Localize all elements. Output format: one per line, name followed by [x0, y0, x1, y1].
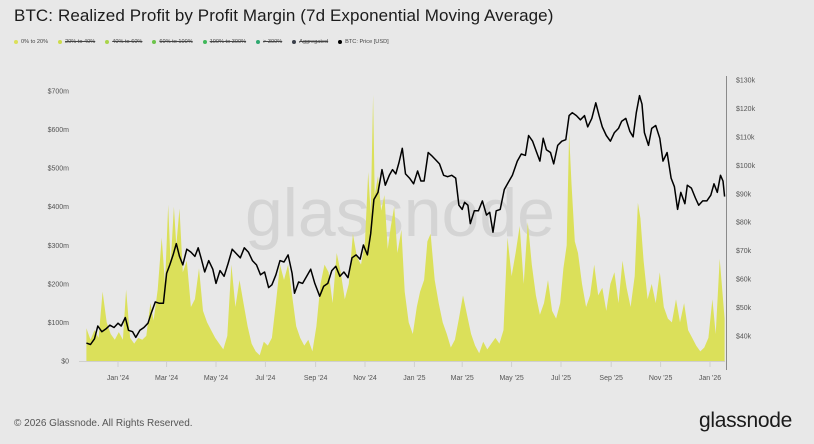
legend-label: 60% to 100% [159, 39, 193, 45]
legend-dot-icon [14, 40, 18, 44]
y-right-tick-label: $80k [736, 220, 752, 227]
legend-item[interactable]: Aggregated [292, 39, 328, 45]
legend-label: 20% to 40% [65, 39, 96, 45]
btc-price-line [86, 94, 726, 346]
chart: glassnode Jan '24 Mar '24 May '24 Jul '24 Se… [48, 76, 756, 382]
chart-title: BTC: Realized Profit by Profit Margin (7… [14, 6, 554, 25]
legend-label: 100% to 300% [209, 39, 247, 45]
y-right-tick-label: $70k [736, 248, 752, 255]
x-tick-label: May '25 [499, 375, 523, 382]
x-tick-label: Jul '25 [551, 375, 571, 382]
legend-label: 0% to 20% [21, 39, 49, 45]
legend-label: Aggregated [299, 39, 329, 45]
x-tick-label: Sep '24 [304, 375, 328, 382]
x-tick-label: Sep '25 [599, 375, 623, 382]
x-tick-label: Mar '24 [155, 375, 178, 382]
legend-label: 40% to 60% [112, 39, 143, 45]
y-left-tick-label: $200m [48, 281, 70, 288]
y-left-tick-label: $500m [48, 166, 70, 173]
x-tick-label: Jan '24 [107, 375, 129, 382]
legend-dot-icon [338, 40, 343, 44]
y-left-tick-label: $600m [48, 127, 70, 134]
legend-dot-icon [58, 40, 63, 44]
y-left-tick-label: $300m [48, 243, 70, 250]
y-left-tick-label: $400m [48, 204, 70, 211]
x-tick-label: Nov '24 [353, 375, 377, 382]
legend-dot-icon [105, 40, 110, 44]
legend-item[interactable]: 0% to 20% [14, 39, 48, 45]
legend-item[interactable]: 60% to 100% [152, 39, 193, 45]
footer-logo[interactable]: glassnode [698, 409, 792, 432]
legend-label: BTC: Price [USD] [345, 39, 389, 45]
legend-dot-icon [202, 40, 207, 44]
y-left-tick-label: $100m [48, 320, 70, 327]
y-right-tick-label: $40k [736, 334, 752, 341]
legend-item[interactable]: 20% to 40% [58, 39, 95, 45]
footer-copyright: © 2026 Glassnode. All Rights Reserved. [14, 418, 193, 429]
legend-item[interactable]: BTC: Price [USD] [338, 39, 389, 45]
axes: Jan '24 Mar '24 May '24 Jul '24 Sep '24 Nov '… [48, 76, 756, 382]
legend-item[interactable]: > 300% [256, 39, 282, 45]
area-series [86, 94, 725, 362]
legend-dot-icon [152, 40, 157, 44]
y-right-tick-label: $100k [736, 163, 756, 170]
x-tick-label: Jan '26 [699, 375, 721, 382]
legend-dot-icon [292, 40, 297, 44]
y-right-tick-label: $50k [736, 305, 752, 312]
x-tick-label: Mar '25 [451, 375, 474, 382]
y-right-tick-label: $110k [736, 134, 755, 141]
legend: 0% to 20% 20% to 40% 40% to 60% 60% to 100%… [14, 39, 389, 45]
legend-dot-icon [256, 40, 261, 44]
area-0-to-20 [86, 94, 725, 362]
y-left-tick-label: $700m [48, 89, 70, 96]
x-tick-label: Jul '24 [255, 375, 275, 382]
legend-label: > 300% [263, 39, 283, 45]
y-right-tick-label: $120k [736, 106, 756, 113]
y-left-tick-label: $0 [61, 359, 69, 366]
legend-item[interactable]: 40% to 60% [105, 39, 142, 45]
x-tick-label: Nov '25 [649, 375, 673, 382]
y-right-tick-label: $90k [736, 191, 752, 198]
x-tick-label: Jan '25 [403, 375, 425, 382]
y-right-tick-label: $130k [736, 78, 756, 85]
y-right-tick-label: $60k [736, 277, 752, 284]
price-line-series [86, 94, 726, 346]
legend-item[interactable]: 100% to 300% [202, 39, 247, 45]
x-tick-label: May '24 [204, 375, 228, 382]
